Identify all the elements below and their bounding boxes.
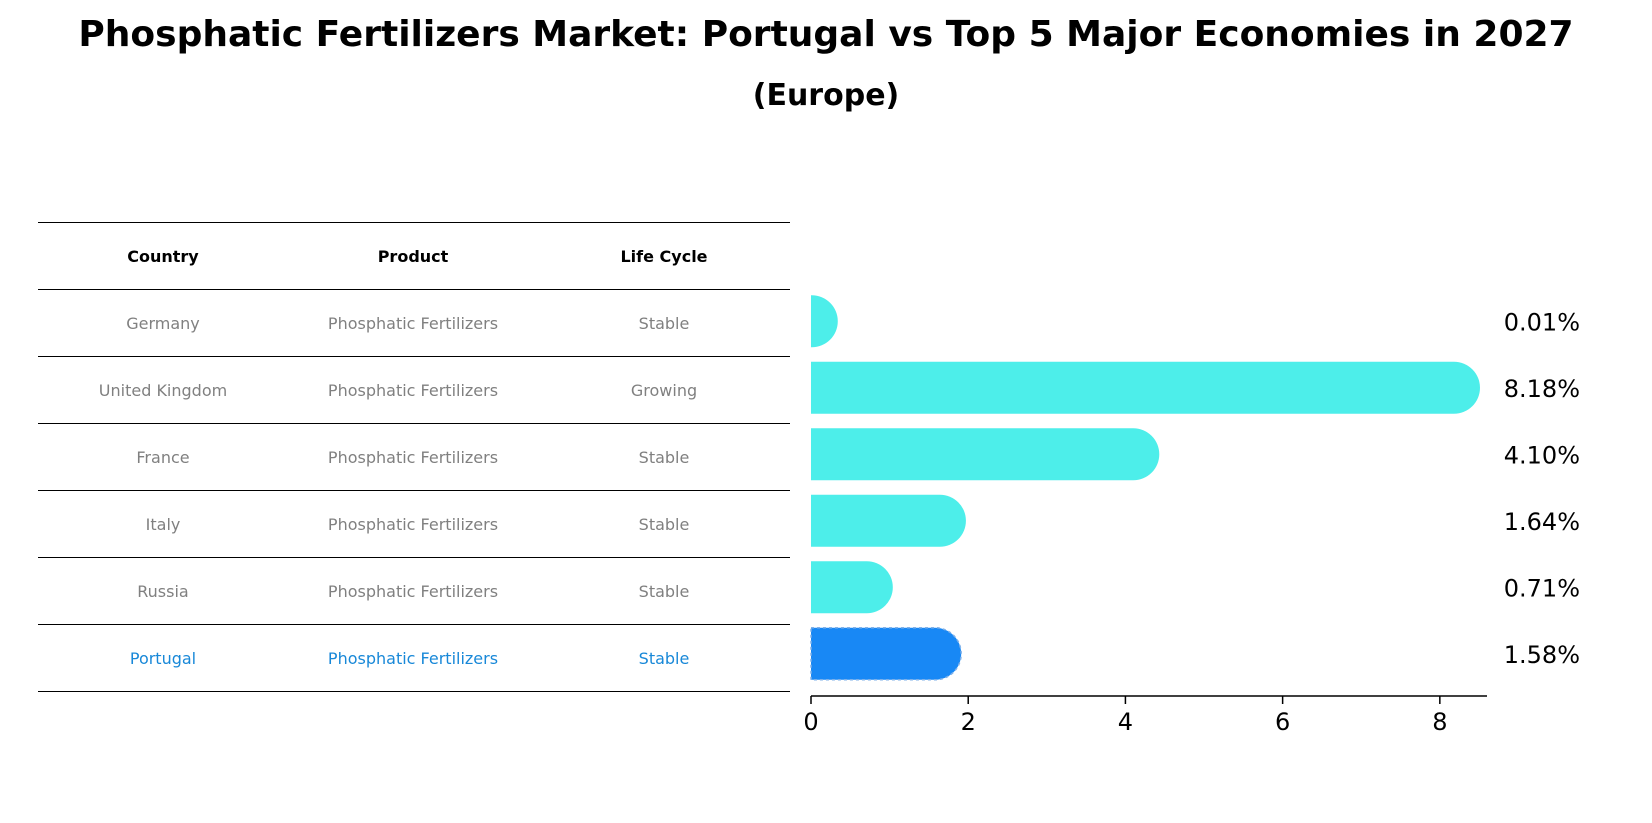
info-table: Country Product Life Cycle Germany Phosp… <box>38 222 790 692</box>
cell-product: Phosphatic Fertilizers <box>288 289 538 357</box>
bar-italy <box>811 494 966 547</box>
table-header-row: Country Product Life Cycle <box>38 222 790 290</box>
cell-country: Russia <box>38 557 288 625</box>
bar-germany <box>811 295 838 348</box>
cell-country: Germany <box>38 289 288 357</box>
cell-product: Phosphatic Fertilizers <box>288 423 538 491</box>
x-tick-label: 0 <box>803 708 818 736</box>
cell-product: Phosphatic Fertilizers <box>288 490 538 558</box>
bar-united-kingdom <box>811 361 1480 414</box>
column-header-life-cycle: Life Cycle <box>538 222 790 290</box>
column-header-product: Product <box>288 222 538 290</box>
x-tick-label: 4 <box>1118 708 1133 736</box>
cell-life-cycle: Stable <box>538 557 790 625</box>
cell-country: Italy <box>38 490 288 558</box>
table-row: United Kingdom Phosphatic Fertilizers Gr… <box>38 356 790 424</box>
table-row: Germany Phosphatic Fertilizers Stable <box>38 289 790 357</box>
cell-country: Portugal <box>38 624 288 692</box>
bar-value-label: 4.10% <box>1504 441 1580 469</box>
table-row: Russia Phosphatic Fertilizers Stable <box>38 557 790 625</box>
cell-life-cycle: Growing <box>538 356 790 424</box>
table-row-highlight: Portugal Phosphatic Fertilizers Stable <box>38 624 790 692</box>
bar-value-label: 0.01% <box>1504 308 1580 336</box>
column-header-country: Country <box>38 222 288 290</box>
cell-product: Phosphatic Fertilizers <box>288 356 538 424</box>
bar-portugal <box>810 627 962 681</box>
cell-product: Phosphatic Fertilizers <box>288 624 538 692</box>
table-row: Italy Phosphatic Fertilizers Stable <box>38 490 790 558</box>
bar-value-label: 0.71% <box>1504 574 1580 602</box>
x-tick-label: 2 <box>961 708 976 736</box>
cell-life-cycle: Stable <box>538 490 790 558</box>
cell-life-cycle: Stable <box>538 624 790 692</box>
x-tick-label: 8 <box>1432 708 1447 736</box>
table-row: France Phosphatic Fertilizers Stable <box>38 423 790 491</box>
bar-france <box>811 428 1160 481</box>
bar-value-label: 1.58% <box>1504 641 1580 669</box>
cell-life-cycle: Stable <box>538 289 790 357</box>
cell-country: United Kingdom <box>38 356 288 424</box>
bar-russia <box>811 561 893 614</box>
chart-subtitle: (Europe) <box>752 78 900 113</box>
bar-value-label: 1.64% <box>1504 508 1580 536</box>
x-tick-label: 6 <box>1275 708 1290 736</box>
cell-life-cycle: Stable <box>538 423 790 491</box>
cell-country: France <box>38 423 288 491</box>
chart-title: Phosphatic Fertilizers Market: Portugal … <box>78 14 1574 55</box>
bar-value-label: 8.18% <box>1504 375 1580 403</box>
